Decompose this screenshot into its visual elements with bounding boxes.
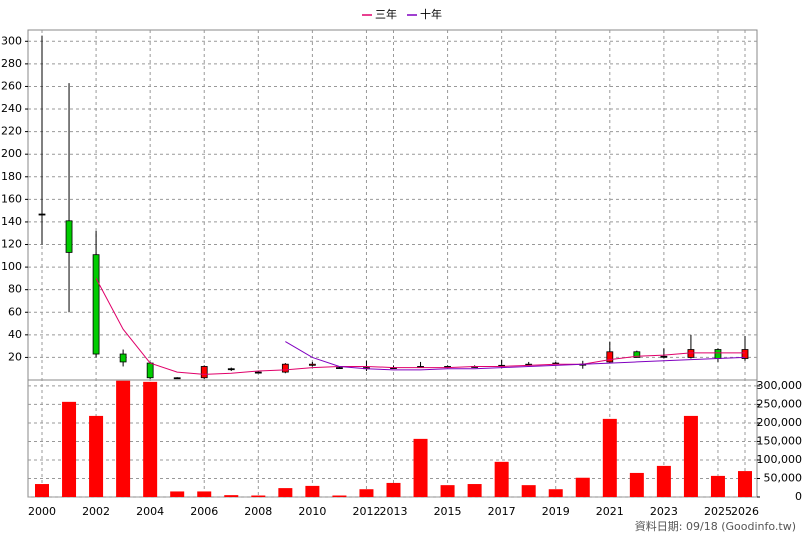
y2-tick-label: 50,000 bbox=[764, 471, 803, 484]
candle-body bbox=[146, 362, 154, 379]
volume-bar bbox=[467, 484, 482, 497]
y-tick-label: 40 bbox=[8, 328, 22, 341]
candle-body bbox=[308, 363, 316, 366]
volume-bar bbox=[89, 415, 104, 497]
candle-body bbox=[741, 349, 749, 359]
candle-body bbox=[660, 355, 668, 358]
volume-bar bbox=[278, 488, 293, 497]
x-tick-label: 2019 bbox=[542, 505, 570, 518]
x-tick-label: 2017 bbox=[488, 505, 516, 518]
volume-bar bbox=[170, 491, 185, 497]
y-tick-label: 160 bbox=[1, 192, 22, 205]
candle-body bbox=[227, 368, 235, 371]
x-tick-label: 2010 bbox=[298, 505, 326, 518]
y-tick-label: 80 bbox=[8, 283, 22, 296]
y-tick-label: 20 bbox=[8, 350, 22, 363]
x-tick-label: 2008 bbox=[244, 505, 272, 518]
y-tick-label: 60 bbox=[8, 305, 22, 318]
volume-bar bbox=[602, 418, 617, 497]
candle-body bbox=[336, 367, 343, 369]
y-tick-label: 260 bbox=[1, 79, 22, 92]
y-tick-label: 220 bbox=[1, 125, 22, 138]
candle-body bbox=[38, 213, 46, 216]
volume-bar bbox=[332, 495, 347, 497]
volume-bar bbox=[656, 465, 671, 497]
volume-bar bbox=[62, 401, 77, 497]
candle-body bbox=[119, 353, 127, 363]
y2-tick-label: 0 bbox=[795, 490, 802, 503]
x-tick-label: 2025 bbox=[704, 505, 732, 518]
candle-body bbox=[281, 363, 289, 373]
volume-bar bbox=[116, 380, 131, 497]
candle-body bbox=[65, 220, 73, 253]
volume-bar bbox=[251, 495, 266, 497]
volume-bar bbox=[413, 438, 428, 497]
volume-bar bbox=[683, 415, 698, 497]
annotation: 資料日期: 09/18 (Goodinfo.tw) bbox=[635, 519, 796, 533]
candle-body bbox=[200, 366, 208, 379]
legend-label: 十年 bbox=[420, 7, 442, 21]
volume-bar bbox=[143, 381, 158, 497]
y2-tick-label: 200,000 bbox=[757, 416, 803, 429]
y2-tick-label: 300,000 bbox=[757, 379, 803, 392]
candle-body bbox=[606, 351, 614, 363]
volume-bar bbox=[224, 495, 239, 497]
x-tick-label: 2013 bbox=[380, 505, 408, 518]
x-tick-label: 2000 bbox=[28, 505, 56, 518]
volume-bar bbox=[386, 482, 401, 497]
candle-body bbox=[254, 371, 262, 374]
volume-bar bbox=[35, 484, 49, 497]
y-tick-label: 100 bbox=[1, 260, 22, 273]
y-tick-label: 140 bbox=[1, 215, 22, 228]
volume-bar bbox=[521, 485, 536, 497]
y-tick-label: 200 bbox=[1, 147, 22, 160]
x-tick-label: 2006 bbox=[190, 505, 218, 518]
volume-bar bbox=[494, 461, 509, 497]
volume-bar bbox=[548, 489, 563, 497]
volume-bar bbox=[305, 485, 320, 497]
candle-body bbox=[92, 254, 100, 355]
volume-bar bbox=[629, 472, 644, 497]
ma-line bbox=[285, 341, 746, 371]
volume-bar bbox=[359, 489, 374, 497]
y-tick-label: 120 bbox=[1, 238, 22, 251]
y-tick-label: 280 bbox=[1, 57, 22, 70]
candle-body bbox=[173, 377, 181, 380]
y-tick-label: 300 bbox=[1, 34, 22, 47]
x-tick-label: 2015 bbox=[434, 505, 462, 518]
x-tick-label: 2023 bbox=[650, 505, 678, 518]
x-tick-label: 2012 bbox=[352, 505, 380, 518]
volume-bar bbox=[440, 485, 455, 497]
x-tick-label: 2021 bbox=[596, 505, 624, 518]
y-tick-label: 240 bbox=[1, 102, 22, 115]
volume-bar bbox=[738, 471, 752, 497]
x-tick-label: 2026 bbox=[731, 505, 759, 518]
y2-tick-label: 150,000 bbox=[757, 434, 803, 447]
plot-frame bbox=[27, 29, 758, 498]
volume-bar bbox=[710, 475, 725, 497]
y-tick-label: 180 bbox=[1, 170, 22, 183]
x-tick-label: 2002 bbox=[82, 505, 110, 518]
candle-body bbox=[714, 349, 722, 359]
volume-bar bbox=[197, 491, 212, 497]
candle-body bbox=[633, 351, 641, 358]
y2-tick-label: 250,000 bbox=[757, 397, 803, 410]
volume-bar bbox=[575, 477, 590, 497]
ma-line bbox=[95, 278, 745, 375]
y2-tick-label: 100,000 bbox=[757, 453, 803, 466]
legend-label: 三年 bbox=[375, 7, 397, 21]
x-tick-label: 2004 bbox=[136, 505, 164, 518]
